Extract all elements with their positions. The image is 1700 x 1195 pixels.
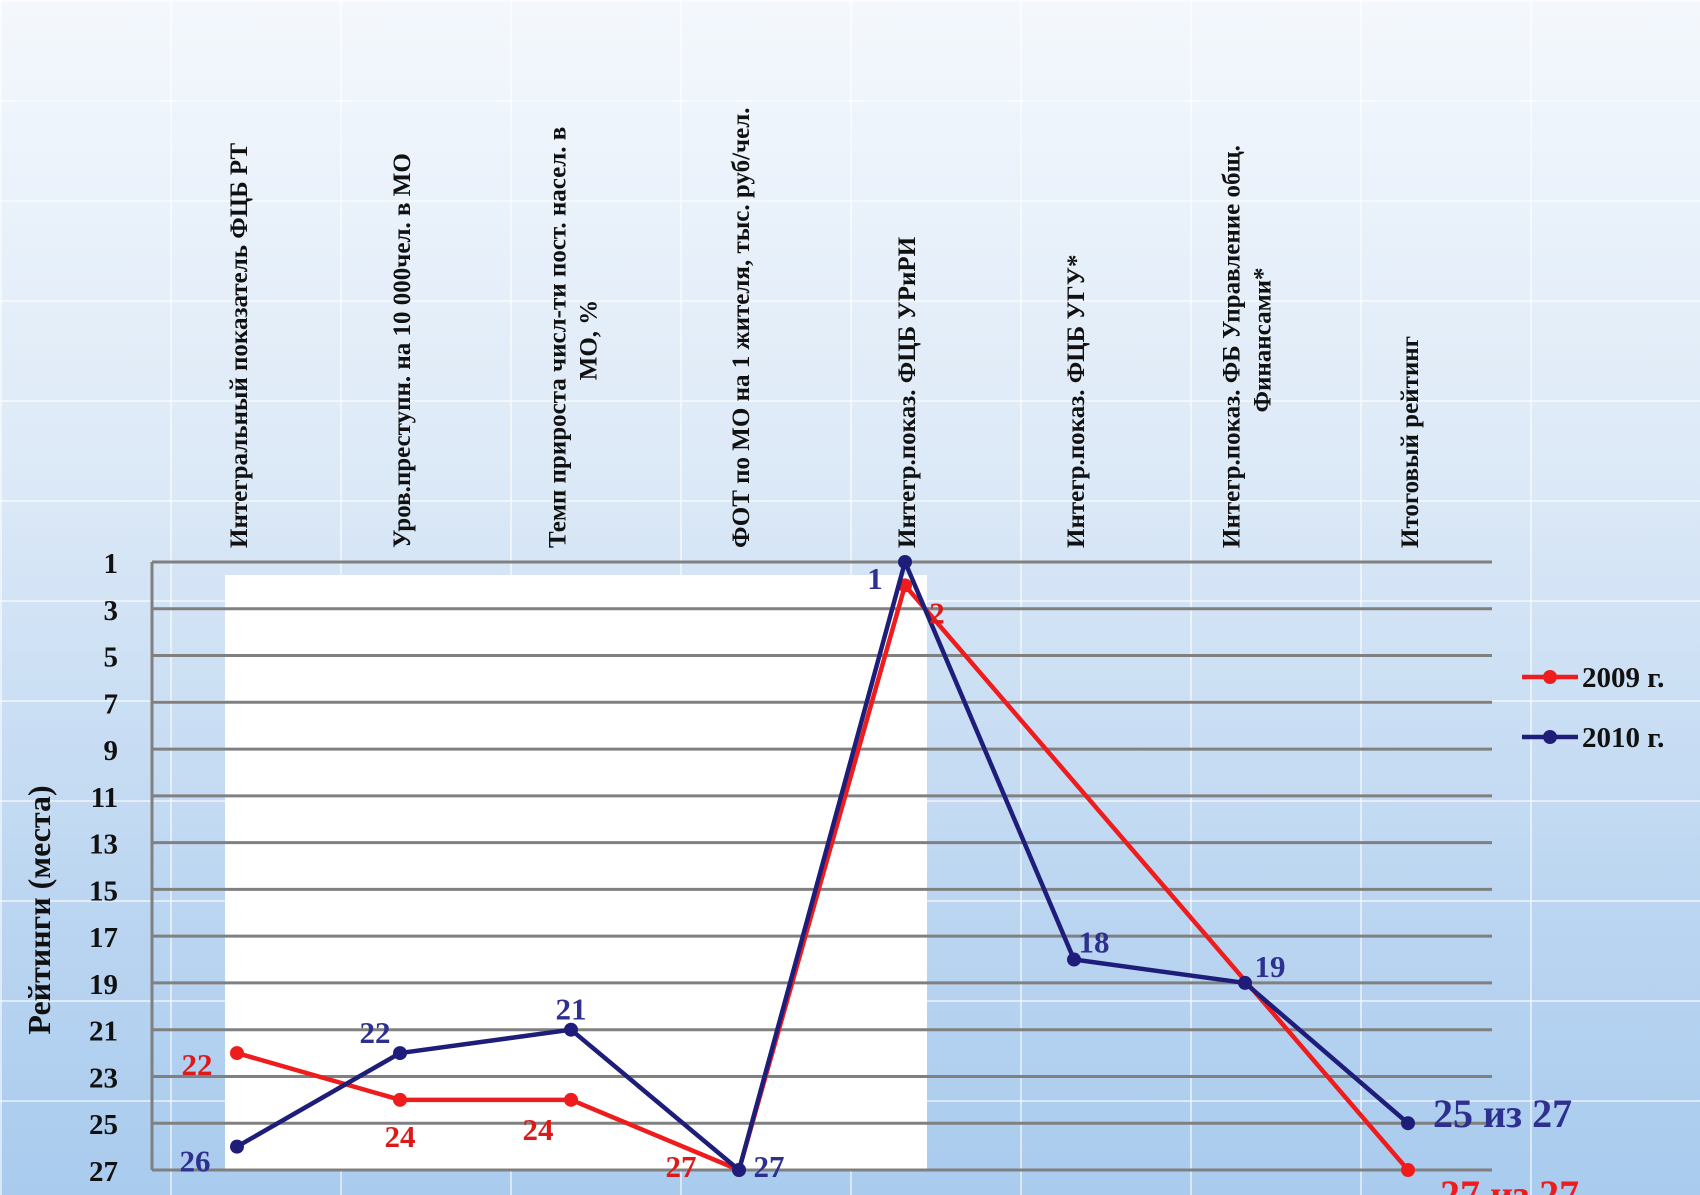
y-tick-label: 1 (104, 548, 119, 580)
y-tick-label: 11 (91, 782, 118, 814)
data-label: 22 (360, 1015, 391, 1050)
data-point (230, 1046, 244, 1061)
data-point (564, 1092, 578, 1107)
data-point (732, 1163, 746, 1177)
legend-swatch-marker (1543, 730, 1557, 744)
data-label: 19 (1255, 949, 1286, 984)
category-label: Интегр.показ. ФЦБ УРиРИ (894, 236, 921, 548)
data-label: 24 (385, 1119, 416, 1154)
y-tick-label: 27 (89, 1156, 118, 1188)
category-label: Интегральный показатель ФЦБ РТ (226, 142, 253, 548)
y-axis-title: Рейтинги (места) (21, 785, 57, 1034)
data-point (1401, 1163, 1415, 1177)
series-line-2010 (235, 559, 1410, 1173)
data-label: 21 (556, 992, 587, 1027)
y-tick-label: 7 (104, 688, 119, 720)
data-point (564, 1022, 578, 1037)
y-tick-label: 23 (89, 1062, 118, 1094)
data-label: 27 (754, 1149, 785, 1184)
data-point (393, 1046, 407, 1061)
y-tick-label: 25 (89, 1109, 118, 1141)
data-point (1238, 975, 1252, 990)
data-label: 18 (1079, 925, 1110, 960)
category-label: Финансами* (1250, 267, 1277, 412)
y-tick-label: 5 (104, 642, 119, 674)
data-label: 26 (180, 1144, 211, 1179)
y-tick-label: 19 (89, 969, 118, 1001)
y-tick-label: 15 (89, 875, 118, 907)
y-tick-label: 21 (89, 1016, 118, 1048)
legend-swatch-marker (1543, 670, 1557, 684)
category-label: Итоговый рейтинг (1397, 336, 1424, 548)
category-label: Интегр.показ. ФЦБ УГУ* (1063, 254, 1090, 548)
series-line-2009 (236, 583, 1410, 1173)
data-label: 27 (666, 1149, 697, 1184)
category-label: ФОТ по МО на 1 жителя, тыс. руб/чел. (728, 107, 755, 548)
category-label: Уров.преступн. на 10 000чел. в МО (389, 153, 416, 548)
legend-label: 2009 г. (1582, 662, 1664, 694)
y-tick-label: 3 (104, 595, 119, 627)
y-tick-label: 9 (104, 735, 119, 767)
data-point (1067, 952, 1081, 967)
plot-white-panel (225, 575, 927, 1170)
y-tick-label: 13 (89, 829, 118, 861)
data-label: 1 (867, 561, 883, 596)
data-point (393, 1092, 407, 1107)
final-rating-2009: 27 из 27 (1440, 1172, 1579, 1195)
data-label: 22 (182, 1047, 213, 1082)
data-point (898, 555, 912, 569)
final-rating-2010: 25 из 27 (1433, 1091, 1572, 1136)
category-label: Интегр.показ. ФБ Управление общ. (1219, 145, 1246, 548)
data-point (1401, 1116, 1415, 1131)
legend-label: 2010 г. (1582, 722, 1664, 754)
y-tick-label: 17 (89, 922, 118, 954)
category-label: Темп прироста числ-ти пост. насел. в (545, 127, 572, 548)
data-point (230, 1139, 244, 1154)
data-label: 24 (523, 1112, 554, 1147)
data-label: 2 (929, 595, 945, 630)
category-label: МО, % (576, 300, 603, 381)
